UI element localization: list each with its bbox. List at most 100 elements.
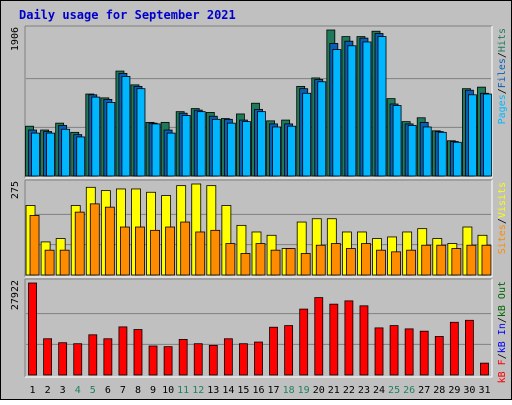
panel-legend: Pages/Files/Hits — [497, 28, 508, 124]
x-tick-label: 26 — [403, 385, 415, 396]
bar-sites-day-17 — [270, 249, 281, 276]
bar-sites-day-29 — [451, 248, 462, 276]
bar-sites-day-19 — [300, 253, 311, 276]
bar-kb-f-day-18 — [284, 325, 294, 376]
bar-pages-day-16 — [257, 111, 266, 177]
legend-entry: Sites — [497, 224, 508, 254]
bar-sites-day-10 — [165, 226, 176, 276]
bar-sites-day-7 — [120, 226, 130, 276]
bar-pages-day-17 — [272, 126, 281, 177]
x-tick-label: 22 — [343, 385, 355, 396]
bar-pages-day-1 — [31, 132, 40, 177]
bar-pages-day-21 — [332, 49, 342, 177]
x-tick-labels: 1 2 3 4 5 6 7 8 9 10 11 12 13 14 15 16 17 18 19 20 21 22 23 24 2… — [30, 385, 491, 396]
bar-kb-f-day-14 — [223, 338, 233, 376]
bar-sites-day-9 — [150, 229, 160, 276]
bar-kb-f-day-13 — [208, 344, 218, 376]
x-tick-label: 10 — [162, 385, 174, 396]
bar-kb-f-day-3 — [58, 342, 68, 376]
bar-sites-day-14 — [225, 243, 236, 276]
panel-visits-sites: 275 Sites/Visits — [10, 179, 508, 278]
legend-entry: Hits — [497, 28, 508, 52]
x-tick-label: 27 — [418, 385, 430, 396]
bar-kb-f-day-1 — [28, 282, 37, 376]
x-tick-label: 17 — [268, 385, 280, 396]
legend-entry: / — [497, 317, 508, 323]
bar-kb-f-day-24 — [374, 327, 384, 376]
bar-sites-day-25 — [391, 251, 401, 276]
bar-pages-day-22 — [347, 45, 357, 177]
bar-pages-day-2 — [46, 132, 55, 177]
bar-pages-day-20 — [317, 81, 327, 177]
bar-pages-day-9 — [151, 123, 161, 177]
x-tick-label: 30 — [463, 385, 475, 396]
bar-pages-day-26 — [407, 125, 417, 177]
bar-kb-f-day-19 — [299, 308, 309, 376]
bar-kb-f-day-10 — [163, 346, 173, 376]
bar-pages-day-7 — [121, 76, 131, 177]
bar-pages-day-18 — [287, 125, 297, 177]
x-tick-label: 7 — [120, 385, 126, 396]
bar-kb-f-day-11 — [178, 339, 188, 376]
legend-entry: kB Out — [497, 281, 508, 317]
bar-sites-day-3 — [59, 249, 70, 276]
bar-pages-day-30 — [467, 94, 477, 177]
bar-pages-day-6 — [106, 102, 116, 177]
x-tick-label: 23 — [358, 385, 370, 396]
bar-pages-day-13 — [211, 118, 221, 177]
y-max-label: 275 — [10, 181, 21, 199]
x-tick-label: 16 — [252, 385, 264, 396]
bar-pages-day-31 — [483, 93, 492, 177]
bar-pages-day-19 — [302, 92, 312, 177]
bar-kb-f-day-28 — [434, 336, 444, 376]
bar-kb-f-day-4 — [73, 343, 83, 376]
bar-kb-f-day-7 — [118, 326, 128, 376]
legend-entry: / — [497, 88, 508, 94]
bar-sites-day-22 — [345, 248, 356, 276]
bar-sites-day-13 — [210, 229, 221, 276]
y-max-label: 27922 — [10, 280, 21, 310]
x-tick-label: 9 — [150, 385, 156, 396]
bar-pages-day-10 — [166, 132, 176, 177]
bar-pages-day-29 — [452, 141, 462, 177]
bar-pages-day-3 — [61, 128, 71, 177]
bar-sites-day-24 — [376, 249, 386, 276]
bar-sites-day-26 — [406, 249, 417, 276]
bar-pages-day-24 — [377, 36, 387, 177]
bar-sites-day-28 — [436, 244, 447, 276]
chart-title: Daily usage for September 2021 — [19, 8, 236, 22]
bar-pages-day-15 — [242, 121, 251, 177]
bar-sites-day-30 — [466, 244, 477, 276]
bar-pages-day-28 — [437, 131, 447, 177]
bar-sites-day-18 — [285, 248, 296, 276]
x-tick-label: 14 — [222, 385, 234, 396]
bar-kb-f-day-31 — [480, 362, 489, 376]
legend-entry: kB In — [497, 323, 508, 353]
bar-sites-day-1 — [29, 215, 40, 276]
legend-entry: / — [497, 52, 508, 58]
bar-kb-f-day-21 — [329, 303, 339, 376]
bar-kb-f-day-2 — [43, 338, 52, 376]
x-tick-label: 3 — [60, 385, 66, 396]
bar-sites-day-23 — [361, 243, 371, 276]
x-tick-label: 12 — [192, 385, 204, 396]
bar-sites-day-27 — [421, 244, 432, 276]
x-tick-label: 21 — [328, 385, 340, 396]
x-tick-label: 5 — [90, 385, 96, 396]
bar-pages-day-25 — [392, 105, 402, 177]
x-tick-label: 4 — [75, 385, 81, 396]
bar-pages-day-8 — [136, 88, 146, 177]
x-tick-label: 18 — [283, 385, 295, 396]
x-tick-label: 11 — [177, 385, 189, 396]
bar-kb-f-day-20 — [314, 297, 324, 376]
bar-sites-day-12 — [195, 231, 206, 276]
bar-sites-day-15 — [240, 253, 251, 276]
bar-sites-day-16 — [255, 243, 266, 276]
bar-pages-day-23 — [362, 41, 372, 177]
bar-pages-day-14 — [226, 122, 236, 177]
bar-kb-f-day-22 — [344, 300, 354, 376]
bar-pages-day-4 — [76, 136, 86, 177]
